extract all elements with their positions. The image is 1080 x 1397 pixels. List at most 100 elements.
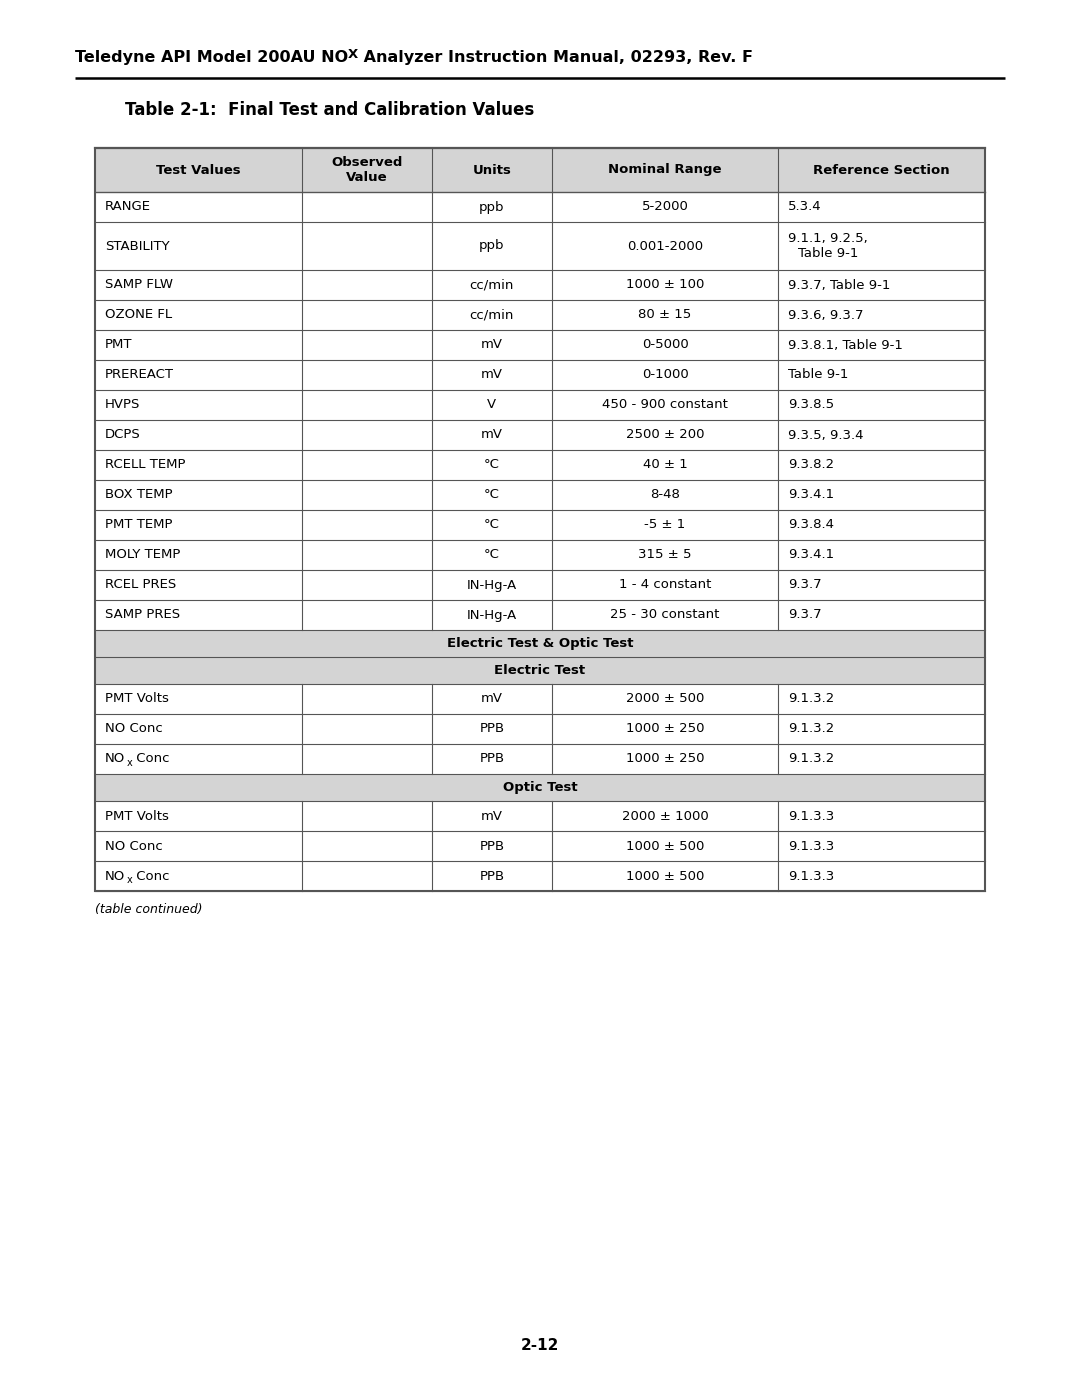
Bar	[95, 330, 985, 360]
Text: 0-1000: 0-1000	[642, 369, 688, 381]
Bar	[95, 390, 985, 420]
Bar	[95, 481, 985, 510]
Bar	[95, 300, 985, 330]
Text: mV: mV	[481, 369, 503, 381]
Text: 8-48: 8-48	[650, 489, 680, 502]
Text: RANGE: RANGE	[105, 201, 151, 214]
Text: 5-2000: 5-2000	[642, 201, 689, 214]
Text: HVPS: HVPS	[105, 398, 140, 412]
Bar	[95, 270, 985, 300]
Text: 9.3.5, 9.3.4: 9.3.5, 9.3.4	[788, 429, 864, 441]
Text: 0-5000: 0-5000	[642, 338, 688, 352]
Text: SAMP FLW: SAMP FLW	[105, 278, 173, 292]
Text: Teledyne API Model 200AU NO: Teledyne API Model 200AU NO	[75, 50, 348, 66]
Text: ppb: ppb	[480, 239, 504, 253]
Text: 1000 ± 500: 1000 ± 500	[626, 840, 704, 852]
Text: -5 ± 1: -5 ± 1	[645, 518, 686, 531]
Text: mV: mV	[481, 338, 503, 352]
Bar	[95, 148, 985, 191]
Text: PPB: PPB	[480, 869, 504, 883]
Text: 2-12: 2-12	[521, 1337, 559, 1352]
Text: 9.1.3.3: 9.1.3.3	[788, 869, 835, 883]
Bar	[95, 541, 985, 570]
Bar	[95, 570, 985, 599]
Text: 9.1.3.2: 9.1.3.2	[788, 693, 835, 705]
Text: 1000 ± 250: 1000 ± 250	[625, 722, 704, 735]
Bar	[95, 630, 985, 657]
Text: PMT Volts: PMT Volts	[105, 693, 168, 705]
Text: mV: mV	[481, 809, 503, 823]
Text: PMT TEMP: PMT TEMP	[105, 518, 173, 531]
Text: 315 ± 5: 315 ± 5	[638, 549, 692, 562]
Text: Optic Test: Optic Test	[502, 781, 578, 793]
Bar	[95, 745, 985, 774]
Text: PPB: PPB	[480, 753, 504, 766]
Text: RCEL PRES: RCEL PRES	[105, 578, 176, 591]
Bar	[95, 450, 985, 481]
Text: NO Conc: NO Conc	[105, 840, 163, 852]
Text: 9.3.8.2: 9.3.8.2	[788, 458, 834, 472]
Text: 1000 ± 500: 1000 ± 500	[626, 869, 704, 883]
Text: 80 ± 15: 80 ± 15	[638, 309, 691, 321]
Text: IN-Hg-A: IN-Hg-A	[467, 578, 517, 591]
Text: 9.1.3.2: 9.1.3.2	[788, 753, 835, 766]
Text: 2000 ± 1000: 2000 ± 1000	[622, 809, 708, 823]
Text: 2500 ± 200: 2500 ± 200	[625, 429, 704, 441]
Text: 9.3.4.1: 9.3.4.1	[788, 549, 834, 562]
Text: 2000 ± 500: 2000 ± 500	[626, 693, 704, 705]
Text: Observed
Value: Observed Value	[332, 156, 403, 184]
Text: 9.3.7: 9.3.7	[788, 578, 822, 591]
Text: °C: °C	[484, 458, 500, 472]
Text: mV: mV	[481, 693, 503, 705]
Bar	[95, 657, 985, 685]
Text: cc/min: cc/min	[470, 278, 514, 292]
Text: OZONE FL: OZONE FL	[105, 309, 172, 321]
Bar	[95, 800, 985, 831]
Text: 9.3.8.5: 9.3.8.5	[788, 398, 834, 412]
Text: Conc: Conc	[132, 753, 170, 766]
Bar	[95, 599, 985, 630]
Text: 9.1.1, 9.2.5,
Table 9-1: 9.1.1, 9.2.5, Table 9-1	[788, 232, 868, 260]
Text: Conc: Conc	[132, 869, 170, 883]
Bar	[95, 360, 985, 390]
Text: 9.1.3.2: 9.1.3.2	[788, 722, 835, 735]
Text: PPB: PPB	[480, 840, 504, 852]
Text: NO Conc: NO Conc	[105, 722, 163, 735]
Text: 9.1.3.3: 9.1.3.3	[788, 840, 835, 852]
Bar	[95, 714, 985, 745]
Text: PMT: PMT	[105, 338, 133, 352]
Bar	[95, 510, 985, 541]
Text: 5.3.4: 5.3.4	[788, 201, 822, 214]
Text: mV: mV	[481, 429, 503, 441]
Text: 1000 ± 100: 1000 ± 100	[626, 278, 704, 292]
Text: x: x	[126, 875, 132, 886]
Text: BOX TEMP: BOX TEMP	[105, 489, 173, 502]
Text: 1 - 4 constant: 1 - 4 constant	[619, 578, 712, 591]
Text: °C: °C	[484, 518, 500, 531]
Text: Analyzer Instruction Manual, 02293, Rev. F: Analyzer Instruction Manual, 02293, Rev.…	[359, 50, 754, 66]
Bar	[95, 420, 985, 450]
Bar	[95, 685, 985, 714]
Text: 9.1.3.3: 9.1.3.3	[788, 809, 835, 823]
Text: 9.3.8.1, Table 9-1: 9.3.8.1, Table 9-1	[788, 338, 903, 352]
Bar	[95, 861, 985, 891]
Text: 9.3.7, Table 9-1: 9.3.7, Table 9-1	[788, 278, 891, 292]
Text: Electric Test & Optic Test: Electric Test & Optic Test	[447, 637, 633, 650]
Text: Reference Section: Reference Section	[813, 163, 950, 176]
Text: cc/min: cc/min	[470, 309, 514, 321]
Text: Units: Units	[472, 163, 511, 176]
Text: 1000 ± 250: 1000 ± 250	[625, 753, 704, 766]
Bar	[95, 191, 985, 222]
Text: DCPS: DCPS	[105, 429, 140, 441]
Bar	[95, 222, 985, 270]
Text: (table continued): (table continued)	[95, 902, 203, 915]
Text: RCELL TEMP: RCELL TEMP	[105, 458, 186, 472]
Text: Table 2-1:  Final Test and Calibration Values: Table 2-1: Final Test and Calibration Va…	[125, 101, 535, 119]
Text: 40 ± 1: 40 ± 1	[643, 458, 688, 472]
Text: MOLY TEMP: MOLY TEMP	[105, 549, 180, 562]
Text: ppb: ppb	[480, 201, 504, 214]
Text: 9.3.6, 9.3.7: 9.3.6, 9.3.7	[788, 309, 864, 321]
Text: NO: NO	[105, 753, 125, 766]
Text: Nominal Range: Nominal Range	[608, 163, 721, 176]
Text: 450 - 900 constant: 450 - 900 constant	[603, 398, 728, 412]
